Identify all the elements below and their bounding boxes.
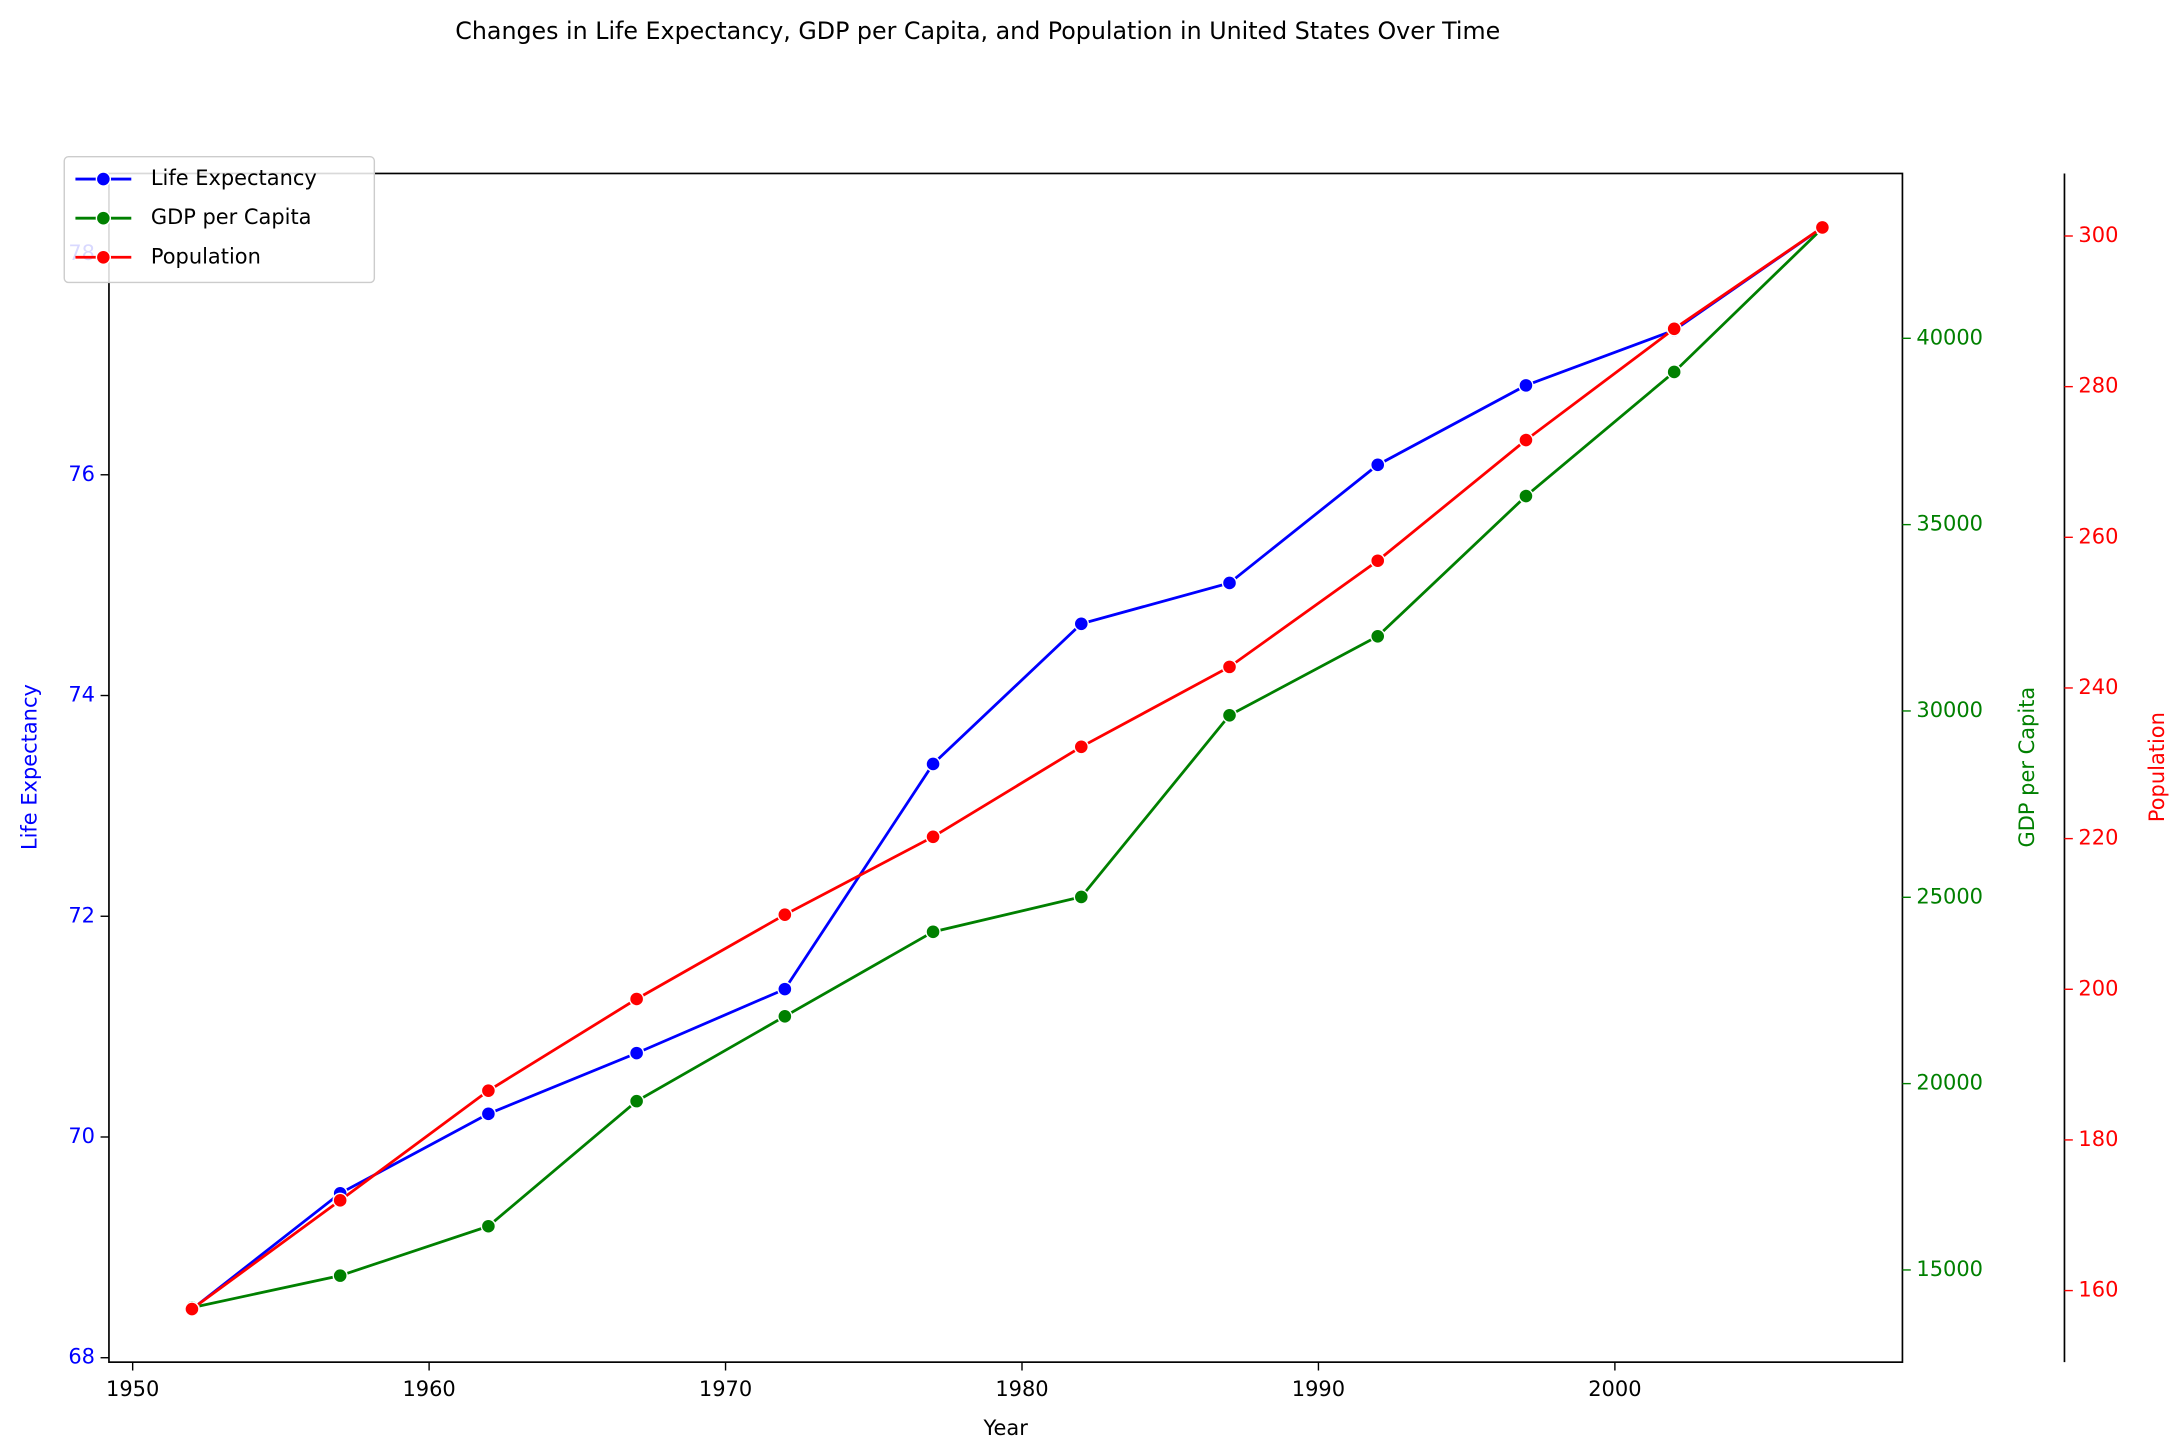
data-point bbox=[1666, 364, 1682, 380]
chart-title: Changes in Life Expectancy, GDP per Capi… bbox=[455, 17, 1500, 45]
legend: Life Expectancy GDP per Capita Population bbox=[63, 156, 376, 284]
data-point bbox=[777, 981, 793, 997]
data-point bbox=[480, 1218, 497, 1234]
data-point bbox=[480, 1106, 497, 1122]
y3-tick-label: 160 bbox=[2078, 1278, 2118, 1302]
data-point bbox=[628, 1045, 645, 1061]
data-point bbox=[925, 829, 941, 845]
legend-label: GDP per Capita bbox=[151, 205, 312, 229]
data-point bbox=[1814, 219, 1831, 236]
y3-tick-label: 220 bbox=[2078, 826, 2118, 850]
y2-tick-label: 30000 bbox=[1916, 698, 1983, 722]
y3-tick-label: 240 bbox=[2078, 675, 2118, 699]
y3-tick-label: 280 bbox=[2078, 374, 2118, 398]
legend-box bbox=[63, 156, 376, 284]
data-point bbox=[1221, 575, 1238, 591]
y-tick-label: 74 bbox=[68, 683, 95, 707]
data-point bbox=[1073, 889, 1089, 905]
legend-marker bbox=[95, 171, 112, 187]
x-tick-label: 1990 bbox=[1292, 1377, 1345, 1401]
data-point bbox=[1073, 616, 1089, 632]
data-point bbox=[332, 1267, 348, 1284]
data-point bbox=[1370, 628, 1386, 644]
legend-label: Life Expectancy bbox=[151, 166, 317, 190]
y3-tick-label: 180 bbox=[2078, 1127, 2118, 1151]
y3-tick-label: 300 bbox=[2078, 223, 2118, 247]
y2-tick-label: 15000 bbox=[1916, 1257, 1983, 1281]
data-point bbox=[184, 1301, 200, 1317]
x-tick-label: 1950 bbox=[106, 1377, 159, 1401]
series-line bbox=[191, 226, 1824, 1311]
x-tick-label: 2000 bbox=[1588, 1377, 1641, 1401]
data-point bbox=[1666, 321, 1682, 337]
series-line bbox=[191, 227, 1824, 1309]
data-point bbox=[777, 1008, 793, 1024]
data-point bbox=[1370, 457, 1386, 473]
data-point bbox=[1518, 377, 1534, 394]
data-point bbox=[925, 924, 941, 940]
x-tick-label: 1980 bbox=[995, 1377, 1048, 1401]
data-point bbox=[1221, 707, 1238, 723]
data-point bbox=[1073, 739, 1089, 755]
data-point bbox=[332, 1192, 348, 1209]
y2-tick-label: 35000 bbox=[1916, 512, 1983, 536]
data-point bbox=[480, 1082, 497, 1099]
legend-marker bbox=[95, 249, 112, 265]
plot-frame bbox=[108, 172, 1904, 1363]
data-point bbox=[628, 991, 645, 1007]
series-line bbox=[191, 226, 1824, 1311]
y2-tick-label: 25000 bbox=[1916, 884, 1983, 908]
data-point bbox=[925, 756, 941, 772]
x-axis-label: Year bbox=[983, 1416, 1029, 1440]
y-tick-label: 70 bbox=[68, 1124, 95, 1148]
data-point bbox=[1370, 553, 1386, 569]
legend-label: Population bbox=[151, 244, 261, 268]
x-tick-label: 1960 bbox=[402, 1377, 455, 1401]
y-tick-label: 72 bbox=[68, 903, 95, 927]
data-point bbox=[777, 907, 793, 923]
y3-tick-label: 260 bbox=[2078, 524, 2118, 548]
y3-axis-label: Population bbox=[2145, 712, 2169, 822]
data-point bbox=[1518, 432, 1534, 448]
y2-axis-label: GDP per Capita bbox=[2015, 687, 2039, 848]
x-tick-label: 1970 bbox=[699, 1377, 752, 1401]
data-point bbox=[1518, 488, 1534, 504]
y3-tick-label: 200 bbox=[2078, 976, 2118, 1000]
y2-tick-label: 40000 bbox=[1916, 325, 1983, 349]
y-tick-label: 76 bbox=[68, 462, 95, 486]
data-point bbox=[1221, 659, 1238, 675]
legend-marker bbox=[95, 210, 112, 226]
y-axis-label: Life Expectancy bbox=[18, 684, 42, 850]
y2-tick-label: 20000 bbox=[1916, 1071, 1983, 1095]
data-point bbox=[628, 1093, 645, 1109]
y-tick-label: 68 bbox=[68, 1345, 95, 1369]
